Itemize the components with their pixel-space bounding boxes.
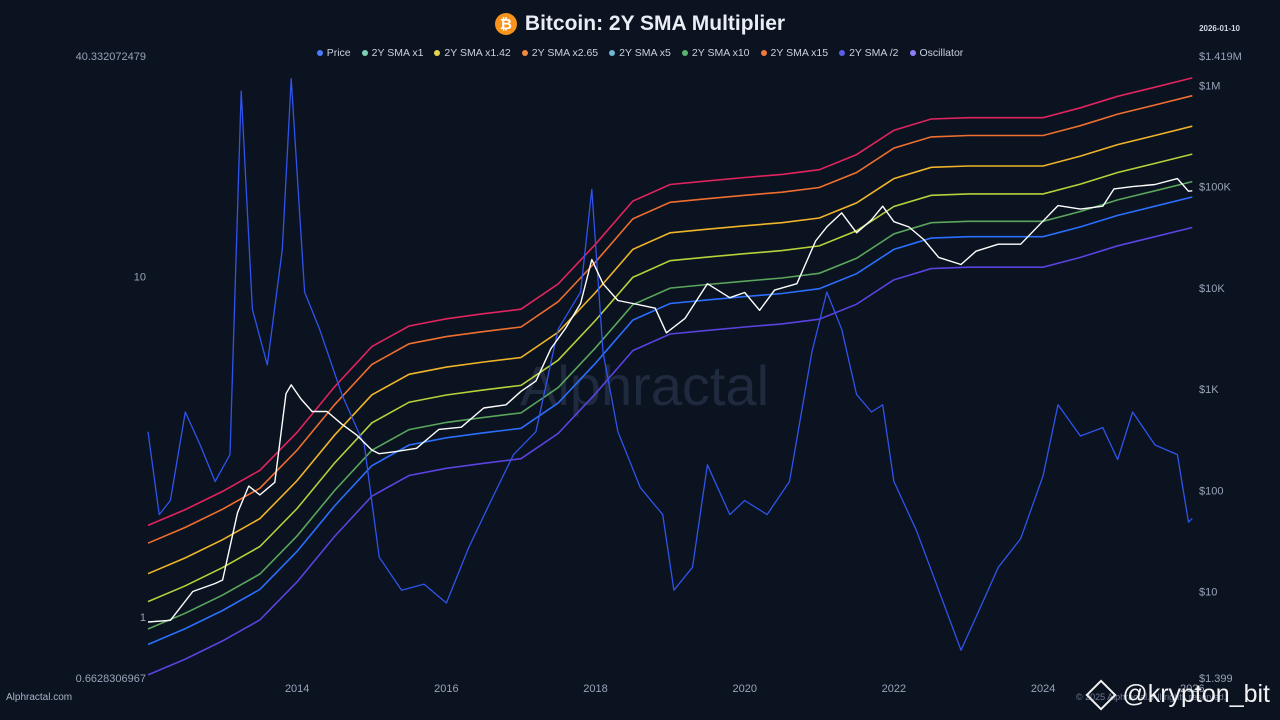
- legend-dot: [434, 50, 441, 56]
- x-tick-2024: 2024: [1031, 683, 1055, 695]
- legend-dot: [316, 50, 323, 56]
- legend-dot: [760, 50, 767, 56]
- series-line-price: [147, 177, 1193, 623]
- series-layer: [147, 78, 1193, 651]
- band-line-2y-sma-x10: [147, 94, 1193, 544]
- left-axis-bottom-label: 0.6628306967: [76, 673, 146, 685]
- chart-date: 2026-01-10: [1199, 24, 1240, 33]
- legend-label: 2Y SMA x2.65: [531, 47, 599, 59]
- legend-item-2y-sma-x15[interactable]: 2Y SMA x15: [760, 47, 829, 59]
- legend-dot: [839, 50, 846, 56]
- right-axis-bottom-label: $1.399: [1199, 673, 1233, 685]
- series-line-oscillator: [147, 78, 1193, 651]
- legend-label: 2Y SMA x15: [770, 47, 829, 59]
- right-axis-tick-100K: $100K: [1199, 182, 1231, 194]
- right-axis-tick-10: $10: [1199, 587, 1217, 599]
- band-line-2y-sma-x1: [147, 196, 1193, 646]
- band-line-2y-sma-2: [147, 226, 1193, 676]
- legend-item-2y-sma-x1[interactable]: 2Y SMA x1: [361, 47, 424, 59]
- left-axis-top-label: 40.332072479: [76, 51, 146, 63]
- bitcoin-icon: ₿: [494, 13, 517, 35]
- band-line-2y-sma-x15: [147, 77, 1193, 527]
- band-line-2y-sma-x5: [147, 125, 1193, 575]
- watermark-handle-text: @krypton_bit: [1122, 680, 1270, 708]
- legend-label: 2Y SMA /2: [849, 47, 899, 59]
- legend-label: 2Y SMA x5: [619, 47, 671, 59]
- right-axis-tick-100: $100: [1199, 485, 1223, 497]
- watermark-handle: @krypton_bit: [1085, 678, 1270, 711]
- binance-logo-icon: [1085, 678, 1117, 711]
- legend-dot: [521, 50, 528, 56]
- x-tick-2018: 2018: [583, 683, 607, 695]
- title-row: ₿ Bitcoin: 2Y SMA Multiplier: [0, 8, 1280, 40]
- right-axis-tick-1M: $1M: [1199, 80, 1220, 92]
- legend-item-oscillator[interactable]: Oscillator: [909, 47, 964, 59]
- legend-dot: [681, 50, 688, 56]
- legend-dot: [609, 50, 616, 56]
- brand-footer[interactable]: Alphractal.com: [6, 692, 73, 703]
- chart-title: Bitcoin: 2Y SMA Multiplier: [524, 12, 786, 35]
- band-line-2y-sma-x2-65: [147, 153, 1193, 603]
- band-line-2y-sma-x1-42: [147, 180, 1193, 630]
- legend-item-2y-sma-x2-65[interactable]: 2Y SMA x2.65: [521, 47, 599, 59]
- right-axis-tick-1K: $1K: [1199, 384, 1219, 396]
- legend-item-2y-sma-x10[interactable]: 2Y SMA x10: [681, 47, 750, 59]
- legend-label: 2Y SMA x1.42: [444, 47, 511, 59]
- legend-item-2y-sma-x1-42[interactable]: 2Y SMA x1.42: [434, 47, 511, 59]
- right-axis-tick-10K: $10K: [1199, 283, 1225, 295]
- legend-dot: [909, 50, 916, 56]
- legend-label: 2Y SMA x1: [371, 47, 424, 59]
- legend: Price 2Y SMA x1 2Y SMA x1.42 2Y SMA x2.65 2Y…: [0, 47, 1280, 59]
- x-tick-2020: 2020: [732, 683, 756, 695]
- copyright-text: © 2025 Alphractal. All rights reserved.: [1076, 692, 1227, 702]
- left-axis-tick-10: 10: [134, 271, 146, 283]
- x-tick-2014: 2014: [285, 683, 309, 695]
- legend-label: Oscillator: [919, 47, 964, 59]
- x-tick-2022: 2022: [882, 683, 906, 695]
- x-tick-2016: 2016: [434, 683, 458, 695]
- legend-item-price[interactable]: Price: [316, 47, 351, 59]
- legend-item-2y-sma-x5[interactable]: 2Y SMA x5: [609, 47, 671, 59]
- left-axis-tick-1: 1: [140, 612, 146, 624]
- legend-label: 2Y SMA x10: [691, 47, 750, 59]
- legend-label: Price: [326, 47, 351, 59]
- watermark-center: Alphractal: [520, 354, 769, 417]
- x-tick-2026: 2026: [1180, 683, 1204, 695]
- right-axis-top-label: $1.419M: [1199, 51, 1242, 63]
- axis-layer: 2014 2016 2018 2020 2022 2024 2026 40.332072479…: [76, 51, 1242, 695]
- band-layer: [147, 77, 1193, 676]
- legend-item-2y-sma-2[interactable]: 2Y SMA /2: [839, 47, 899, 59]
- legend-dot: [361, 50, 368, 56]
